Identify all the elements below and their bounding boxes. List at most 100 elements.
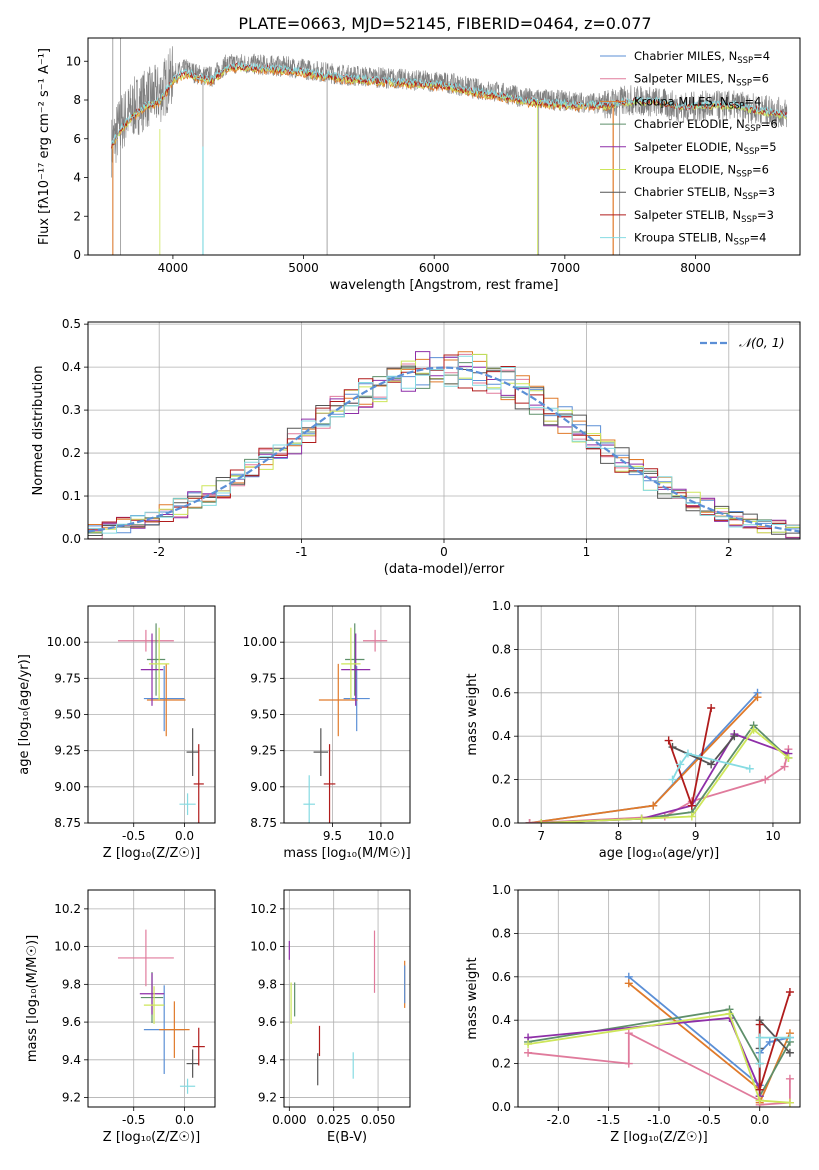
x-tick-label: 5000 — [288, 261, 319, 275]
mass-weight-marker — [525, 819, 534, 823]
mass-weight-marker — [753, 693, 762, 702]
mass-weight-marker — [785, 1048, 794, 1057]
axes-frame — [283, 889, 411, 1108]
mass-weight-marker — [624, 1029, 633, 1038]
legend-label: Kroupa STELIB, NSSP=4 — [634, 231, 766, 248]
mass-weight-line — [758, 991, 791, 1090]
x-axis-label: Z [log₁₀(Z/Z☉)] — [610, 1130, 707, 1145]
y-tick-label: 0.1 — [62, 489, 81, 503]
legend-count: =6 — [752, 163, 769, 177]
y-axis-label: mass [log₁₀(M/M☉)] — [25, 935, 40, 1062]
mass-weight-marker — [537, 819, 546, 823]
mass-weight-marker — [687, 801, 696, 810]
x-tick-label: 2 — [725, 545, 733, 559]
y-tick-label: 0.8 — [492, 926, 511, 940]
plot-area-age_vs_mass — [303, 623, 388, 823]
x-tick-label: -1 — [296, 545, 308, 559]
x-tick-label: -2.0 — [547, 1113, 570, 1127]
y-tick-label: 9.6 — [258, 1015, 277, 1029]
legend-count: =3 — [758, 185, 775, 199]
legend-count: =4 — [749, 231, 766, 245]
model-spectrum-line — [111, 62, 787, 144]
y-tick-label: 9.8 — [62, 977, 81, 991]
y-tick-label: 1.0 — [492, 883, 511, 897]
x-tick-label: 8 — [615, 829, 623, 843]
y-tick-label: 9.2 — [62, 1091, 81, 1105]
x-tick-label: 6000 — [419, 261, 450, 275]
x-tick-label: -1.0 — [647, 1113, 670, 1127]
x-tick-label: 0.0 — [175, 829, 194, 843]
x-tick-label: 7000 — [550, 261, 581, 275]
legend-label: Chabrier MILES, NSSP=4 — [634, 49, 770, 66]
legend-count: =6 — [752, 72, 769, 86]
y-tick-label: 10.0 — [54, 940, 81, 954]
y-tick-label: 10.00 — [243, 635, 277, 649]
legend-subscript: SSP — [737, 56, 753, 66]
legend-subscript: SSP — [744, 147, 760, 157]
mass-weight-line — [667, 707, 713, 809]
legend-subscript: SSP — [745, 124, 761, 134]
y-axis-label: mass weight — [465, 957, 480, 1039]
mass-weight-marker — [755, 1020, 764, 1029]
y-tick-label: 9.00 — [54, 780, 81, 794]
legend-spectrum: Chabrier MILES, NSSP=4 Salpeter MILES, NS… — [600, 49, 778, 248]
legend-count: =3 — [757, 208, 774, 222]
axes-frame — [517, 889, 801, 1108]
y-tick-label: 0.2 — [492, 773, 511, 787]
mass-weight-line — [529, 749, 790, 823]
mass-weight-marker — [785, 1033, 794, 1042]
mass-weight-marker — [687, 812, 696, 821]
axes-weight_vs_Z: -2.0 -1.5 -1.0 -0.5 0.0 0.0 0.2 0.4 0.6 0.8 1.0 Z [… — [465, 883, 801, 1145]
mass-weight-line — [541, 728, 789, 823]
mass-weight-line — [529, 692, 759, 823]
mass-weight-marker — [668, 775, 677, 784]
y-axis-label: mass weight — [465, 673, 480, 755]
mass-weight-marker — [784, 753, 793, 762]
y-tick-label: 0.3 — [62, 403, 81, 417]
mass-weight-marker — [683, 749, 692, 758]
x-axis-label: mass [log₁₀(M/M☉)] — [283, 846, 410, 861]
x-axis-label: Z [log₁₀(Z/Z☉)] — [103, 1130, 200, 1145]
plot-area-weight_vs_age — [525, 688, 793, 823]
y-tick-label: 0.0 — [492, 1100, 511, 1114]
figure-title: PLATE=0663, MJD=52145, FIBERID=0464, z=0… — [238, 14, 651, 33]
mass-weight-marker — [755, 1096, 764, 1105]
mass-weight-marker — [637, 814, 646, 823]
legend-subscript: SSP — [734, 238, 750, 248]
y-tick-label: 10.2 — [250, 902, 277, 916]
y-tick-label: 9.4 — [62, 1053, 81, 1067]
x-axis-label: (data-model)/error — [384, 562, 505, 577]
x-tick-label: 10.0 — [368, 829, 395, 843]
y-tick-label: 9.00 — [250, 780, 277, 794]
legend-subscript: SSP — [741, 215, 757, 225]
y-tick-label: 9.50 — [250, 708, 277, 722]
legend-label: Salpeter STELIB, NSSP=3 — [634, 208, 774, 225]
y-tick-label: 9.50 — [54, 708, 81, 722]
axes-frame — [87, 889, 216, 1108]
mass-weight-marker — [624, 1059, 633, 1068]
x-axis-label: Z [log₁₀(Z/Z☉)] — [103, 846, 200, 861]
x-tick-label: 10 — [765, 829, 780, 843]
mass-weight-marker — [785, 987, 794, 996]
legend-label: Salpeter ELODIE, NSSP=5 — [634, 140, 777, 157]
x-tick-label: 0.0 — [175, 1113, 194, 1127]
y-tick-label: 9.25 — [250, 744, 277, 758]
y-axis-label: age [log₁₀(age/yr)] — [17, 654, 32, 775]
y-axis-label: Normed distribution — [31, 366, 46, 496]
mass-weight-marker — [755, 1059, 764, 1068]
mass-weight-marker — [524, 1040, 533, 1049]
x-tick-label: 0 — [440, 545, 448, 559]
legend-label: Chabrier STELIB, NSSP=3 — [634, 185, 775, 202]
x-axis-label: wavelength [Angstrom, rest frame] — [330, 278, 559, 293]
legend-subscript: SSP — [736, 170, 752, 180]
axes-frame — [87, 37, 801, 256]
y-tick-label: 0.6 — [492, 970, 511, 984]
y-tick-label: 0.2 — [62, 446, 81, 460]
mass-weight-line — [529, 696, 759, 823]
y-tick-label: 9.75 — [54, 671, 81, 685]
x-tick-label: 0.025 — [317, 1113, 351, 1127]
legend-count: =6 — [761, 117, 778, 131]
x-tick-label: 0.000 — [272, 1113, 306, 1127]
axes-mass_vs_EBV: 0.000 0.025 0.050 9.2 9.4 9.6 9.8 10.0 10.2 E(B-V… — [250, 889, 411, 1145]
